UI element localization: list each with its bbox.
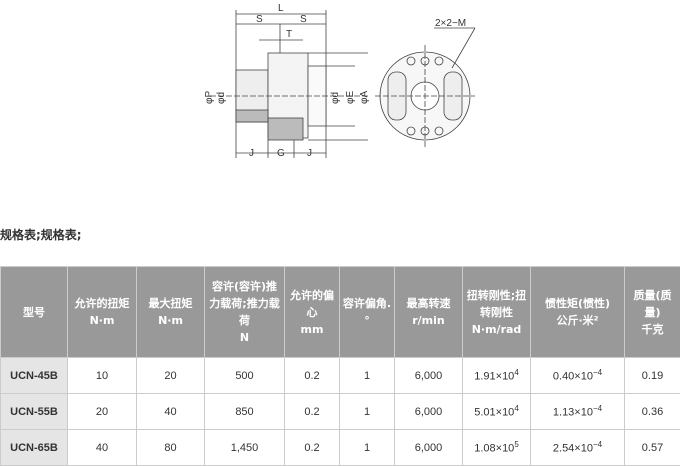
dim-d-right: φd (330, 92, 341, 104)
cell-mass: 0.36 (625, 394, 680, 430)
dim-S-left: S (256, 14, 263, 25)
cell-stiff: 1.91×104 (463, 358, 531, 394)
cell-max_torque: 20 (137, 358, 205, 394)
dim-E: φE (345, 91, 356, 104)
column-header-text: 容许(容许)推力载荷;推力载荷 (207, 278, 282, 329)
inertia-exponent: −4 (593, 440, 602, 449)
cell-thrust: 850 (205, 394, 285, 430)
cell-mass: 0.19 (625, 358, 680, 394)
cell-speed: 6,000 (395, 358, 463, 394)
dim-L: L (278, 3, 284, 14)
cell-thrust: 1,450 (205, 430, 285, 466)
column-header-text: N·m (70, 312, 134, 329)
cell-speed: 6,000 (395, 430, 463, 466)
column-header-text: mm (287, 321, 337, 338)
column-header-text: 允许的扭矩 (70, 295, 134, 312)
dim-J-left: J (249, 148, 254, 159)
inertia-mantissa: 1.13×10 (553, 407, 593, 419)
cell-thrust: 500 (205, 358, 285, 394)
spec-table-heading: 规格表;规格表; (0, 226, 82, 243)
cell-max_torque: 40 (137, 394, 205, 430)
inertia-exponent: −4 (593, 368, 602, 377)
cell-inertia: 1.13×10−4 (531, 394, 625, 430)
stiff-exponent: 5 (514, 440, 518, 449)
column-header: 型号 (1, 267, 68, 358)
cell-mass: 0.57 (625, 430, 680, 466)
cell-max_torque: 80 (137, 430, 205, 466)
cell-torque: 20 (68, 394, 137, 430)
cell-stiff: 1.08×105 (463, 430, 531, 466)
cell-torque: 40 (68, 430, 137, 466)
cell-inertia: 0.40×10−4 (531, 358, 625, 394)
dim-A: φA (359, 91, 370, 104)
stiff-exponent: 4 (514, 404, 518, 413)
cell-angle: 1 (340, 358, 395, 394)
dim-T: T (286, 29, 292, 40)
cell-inertia: 2.54×10−4 (531, 430, 625, 466)
column-header-text: 公斤·米² (533, 312, 622, 329)
stiff-mantissa: 1.08×10 (474, 443, 514, 455)
column-header-text: 质量(质量) (627, 287, 678, 321)
dim-G: G (277, 148, 285, 159)
inertia-exponent: −4 (593, 404, 602, 413)
column-header-text: 最高转速 (397, 295, 460, 312)
column-header: 容许偏角.° (340, 267, 395, 358)
stiff-exponent: 4 (514, 368, 518, 377)
column-header-text: 最大扭矩 (139, 295, 202, 312)
cell-model: UCN-65B (1, 430, 68, 466)
coupling-dimension-drawing: L S S T φP φd φd φE φA J G J 2×2−M (200, 0, 500, 170)
dim-d-left: φd (216, 92, 227, 104)
cell-speed: 6,000 (395, 394, 463, 430)
dim-S-right: S (300, 14, 307, 25)
column-header-text: 惯性矩(惯性) (533, 295, 622, 312)
cell-angle: 1 (340, 430, 395, 466)
column-header: 惯性矩(惯性)公斤·米² (531, 267, 625, 358)
cell-model: UCN-55B (1, 394, 68, 430)
column-header-text: N·m (139, 312, 202, 329)
stiff-mantissa: 5.01×10 (474, 407, 514, 419)
cell-ecc: 0.2 (285, 394, 340, 430)
cell-model: UCN-45B (1, 358, 68, 394)
column-header-text: 千克 (627, 321, 678, 338)
dim-P: φP (204, 91, 215, 104)
column-header-text: r/min (397, 312, 460, 329)
dim-M: 2×2−M (435, 18, 466, 29)
column-header-text: ° (342, 312, 392, 329)
column-header-text: 允许的偏心 (287, 287, 337, 321)
inertia-mantissa: 2.54×10 (553, 443, 593, 455)
cell-ecc: 0.2 (285, 358, 340, 394)
cell-angle: 1 (340, 394, 395, 430)
stiff-mantissa: 1.91×10 (474, 371, 514, 383)
column-header-text: 型号 (3, 304, 65, 321)
dim-J-right: J (307, 148, 312, 159)
cell-torque: 10 (68, 358, 137, 394)
column-header-text: 容许偏角. (342, 295, 392, 312)
column-header-text: N·m/rad (465, 321, 528, 338)
inertia-mantissa: 0.40×10 (553, 371, 593, 383)
cell-stiff: 5.01×104 (463, 394, 531, 430)
column-header-text: 扭转刚性;扭转刚性 (465, 287, 528, 321)
column-header-text: N (207, 329, 282, 346)
cell-ecc: 0.2 (285, 430, 340, 466)
column-header: 质量(质量)千克 (625, 267, 680, 358)
